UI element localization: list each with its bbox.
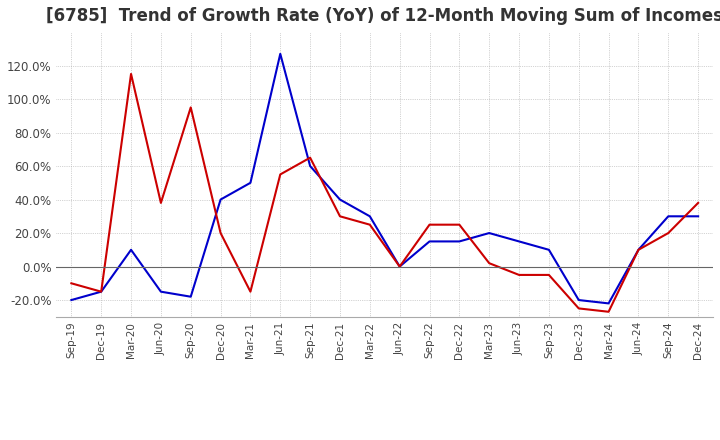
Ordinary Income Growth Rate [366,214,374,219]
Ordinary Income Growth Rate [634,247,643,253]
Net Income Growth Rate [276,172,284,177]
Ordinary Income Growth Rate [664,214,672,219]
Line: Net Income Growth Rate: Net Income Growth Rate [71,74,698,312]
Ordinary Income Growth Rate [455,239,464,244]
Net Income Growth Rate [186,105,195,110]
Ordinary Income Growth Rate [395,264,404,269]
Line: Ordinary Income Growth Rate: Ordinary Income Growth Rate [71,54,698,304]
Net Income Growth Rate [366,222,374,227]
Net Income Growth Rate [216,231,225,236]
Net Income Growth Rate [485,260,493,266]
Ordinary Income Growth Rate [485,231,493,236]
Net Income Growth Rate [67,281,76,286]
Ordinary Income Growth Rate [336,197,344,202]
Net Income Growth Rate [395,264,404,269]
Ordinary Income Growth Rate [67,297,76,303]
Net Income Growth Rate [455,222,464,227]
Ordinary Income Growth Rate [156,289,165,294]
Ordinary Income Growth Rate [426,239,434,244]
Net Income Growth Rate [515,272,523,278]
Net Income Growth Rate [127,71,135,77]
Net Income Growth Rate [426,222,434,227]
Ordinary Income Growth Rate [127,247,135,253]
Legend: Ordinary Income Growth Rate, Net Income Growth Rate: Ordinary Income Growth Rate, Net Income … [156,436,614,440]
Ordinary Income Growth Rate [246,180,255,185]
Ordinary Income Growth Rate [306,163,315,169]
Net Income Growth Rate [336,214,344,219]
Ordinary Income Growth Rate [276,51,284,56]
Net Income Growth Rate [694,200,703,205]
Net Income Growth Rate [97,289,106,294]
Net Income Growth Rate [156,200,165,205]
Net Income Growth Rate [544,272,553,278]
Ordinary Income Growth Rate [515,239,523,244]
Net Income Growth Rate [664,231,672,236]
Net Income Growth Rate [246,289,255,294]
Net Income Growth Rate [604,309,613,315]
Ordinary Income Growth Rate [694,214,703,219]
Net Income Growth Rate [306,155,315,160]
Net Income Growth Rate [634,247,643,253]
Ordinary Income Growth Rate [575,297,583,303]
Title: [6785]  Trend of Growth Rate (YoY) of 12-Month Moving Sum of Incomes: [6785] Trend of Growth Rate (YoY) of 12-… [46,7,720,25]
Ordinary Income Growth Rate [544,247,553,253]
Ordinary Income Growth Rate [216,197,225,202]
Ordinary Income Growth Rate [186,294,195,299]
Ordinary Income Growth Rate [97,289,106,294]
Ordinary Income Growth Rate [604,301,613,306]
Net Income Growth Rate [575,306,583,311]
